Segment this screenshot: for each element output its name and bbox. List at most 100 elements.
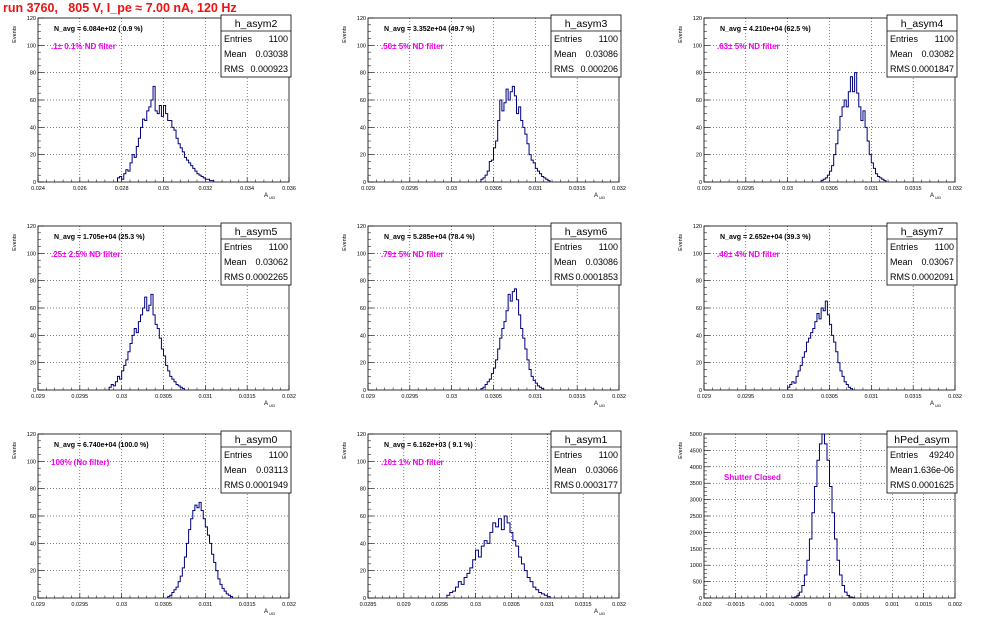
stats-title: h_asym1 [565,434,608,446]
x-tick-label: 0.0305 [485,394,502,400]
stats-label: Mean [224,257,247,267]
page-title: run 3760, 805 V, I_pe ≈ 7.00 nA, 120 Hz [3,1,237,15]
x-tick-label: 0.0305 [503,602,520,608]
stats-label: Entries [890,34,919,44]
y-tick-label: 80 [360,487,366,493]
navg-label: N_avg = 6.740e+04 (100.0 %) [54,442,149,449]
y-tick-label: 120 [357,224,366,230]
y-tick-label: 40 [360,333,366,339]
y-tick-label: 120 [357,16,366,22]
stats-label: RMS [554,64,574,74]
x-tick-label: 0 [828,602,831,608]
x-tick-label: 0.031 [198,602,212,608]
stats-label: Entries [890,450,919,460]
y-tick-label: 100 [357,459,366,465]
stats-value: 0.03086 [585,257,618,267]
stats-label: RMS [554,272,574,282]
y-tick-label: 120 [693,224,702,230]
x-tick-label: 0.029 [361,186,375,192]
stats-label: RMS [224,64,244,74]
x-tick-label: 0.029 [31,394,45,400]
x-tick-label: 0.0005 [852,602,869,608]
stats-label: Mean [890,257,913,267]
x-tick-label: 0.0295 [71,394,88,400]
y-tick-label: 80 [360,279,366,285]
x-tick-label: -0.002 [696,602,712,608]
stats-label: RMS [890,272,910,282]
y-tick-label: 100 [357,43,366,49]
y-tick-label: 3500 [690,481,702,487]
y-tick-label: 500 [693,580,702,586]
y-tick-label: 60 [30,98,36,104]
y-axis-title: Events [678,26,684,43]
y-tick-label: 0 [699,180,702,186]
x-tick-label: 0.0305 [821,186,838,192]
navg-label: N_avg = 6.084e+02 ( 0.9 %) [54,26,143,33]
x-tick-label: 0.029 [31,602,45,608]
filter-annotation: .10± 1% ND filter [381,458,444,467]
navg-label: N_avg = 6.162e+03 ( 9.1 %) [384,442,473,449]
stats-box [550,14,622,78]
y-tick-label: 80 [696,71,702,77]
stats-label: Entries [554,242,583,252]
x-tick-label: 0.0315 [569,186,586,192]
stats-box [886,14,958,78]
y-tick-label: 0 [699,596,702,602]
stats-value: 0.0002091 [911,272,954,282]
y-tick-label: 20 [360,153,366,159]
stats-title: h_asym4 [901,18,944,30]
x-tick-label: 0.029 [397,602,411,608]
x-tick-label: 0.03 [116,602,127,608]
histogram-panel-h_asym6: 0.029 0.0295 0.03 0.0305 0.031 0.0315 0.032 0 20… [342,222,626,408]
histogram-panel-hPed_asym: -0.002 -0.0015 -0.001 -0.0005 0 0.0005 0.001 0.… [678,430,962,608]
x-tick-label: 0.032 [198,186,212,192]
x-tick-label: 0.031 [864,186,878,192]
x-axis-title: AUID [264,193,276,200]
x-tick-label: 0.002 [948,602,962,608]
y-tick-label: 40 [360,125,366,131]
histogram-panel-h_asym2: 0.024 0.026 0.028 0.03 0.032 0.034 0.036 0 20 40 6… [12,14,296,200]
stats-label: Mean [554,257,577,267]
x-tick-label: 0.0285 [360,602,377,608]
stats-value: 0.03062 [255,257,288,267]
y-tick-label: 0 [33,596,36,602]
histogram-outline [167,501,234,598]
x-tick-label: 0.03 [782,186,793,192]
stats-label: RMS [224,272,244,282]
y-axis-title: Events [12,234,18,251]
y-tick-label: 0 [33,388,36,394]
stats-label: Entries [890,242,919,252]
y-tick-label: 120 [693,16,702,22]
filter-annotation: .40± 4% ND filter [717,250,780,259]
x-tick-label: 0.0305 [155,602,172,608]
y-tick-label: 80 [30,71,36,77]
y-tick-label: 20 [30,361,36,367]
stats-label: RMS [224,480,244,490]
navg-label: N_avg = 1.705e+04 (25.3 %) [54,234,145,241]
stats-value: 49240 [929,450,954,460]
stats-value: 0.0001625 [911,480,954,490]
y-axis-title: Events [342,442,348,459]
stats-label: Mean [554,465,577,475]
stats-box [220,14,292,78]
stats-label: Mean [890,49,913,59]
y-axis-title: Events [12,442,18,459]
y-tick-label: 40 [696,333,702,339]
x-tick-label: 0.0315 [569,394,586,400]
histogram-panel-h_asym3: 0.029 0.0295 0.03 0.0305 0.031 0.0315 0.032 0 20… [342,14,626,200]
x-tick-label: 0.032 [612,602,626,608]
x-tick-label: 0.031 [540,602,554,608]
stats-title: h_asym2 [235,18,278,30]
x-tick-label: 0.024 [31,186,45,192]
stats-title: h_asym3 [565,18,608,30]
stats-value: 0.000923 [250,64,288,74]
y-tick-label: 120 [357,432,366,438]
histogram-outline [787,300,854,390]
x-tick-label: 0.032 [612,186,626,192]
x-tick-label: 0.0315 [905,186,922,192]
y-tick-label: 100 [693,251,702,257]
y-tick-label: 0 [33,180,36,186]
histogram-outline [820,72,887,182]
x-tick-label: 0.029 [697,186,711,192]
filter-annotation: Shutter Closed [724,473,781,482]
